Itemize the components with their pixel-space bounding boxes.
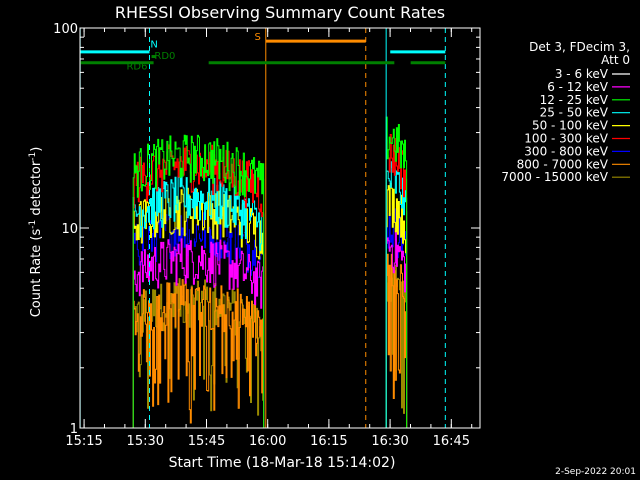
legend-label-7: 300 - 800 keV (524, 144, 608, 158)
y-tick-label-1: 1 (70, 422, 78, 437)
legend-header-line2: Att 0 (601, 53, 630, 67)
x-tick-label-4: 16:00 (249, 434, 286, 449)
data-layer (132, 116, 408, 428)
axes-layer: 15:15 15:30 15:45 16:00 16:15 16:30 16:45 1 10 10… (53, 22, 481, 449)
legend-label-4: 25 - 50 keV (540, 106, 609, 120)
legend-entry-2: 6 - 12 keV (547, 80, 630, 94)
legend-label-5: 50 - 100 keV (532, 119, 609, 133)
series-trace-3-segment-2 (385, 116, 408, 428)
legend-entry-5: 50 - 100 keV (532, 119, 630, 133)
legend-label-9: 7000 - 15000 keV (501, 170, 608, 184)
state-label-rd6: RD6 (126, 62, 147, 73)
state-label-s: S (254, 32, 260, 43)
state-label-rd0: RD0 (154, 51, 175, 62)
x-axis-label: Start Time (18-Mar-18 15:14:02) (169, 455, 396, 471)
legend-label-2: 6 - 12 keV (547, 80, 609, 94)
legend-entry-7: 300 - 800 keV (524, 144, 630, 158)
x-tick-label-6: 16:30 (371, 434, 408, 449)
series-trace-2-segment-1 (132, 238, 265, 428)
x-tick-label-2: 15:30 (127, 434, 164, 449)
legend-entry-3: 12 - 25 keV (540, 93, 630, 107)
series-trace-6-segment-2 (385, 134, 408, 428)
legend-entry-9: 7000 - 15000 keV (501, 170, 630, 184)
y-tick-label-2: 10 (61, 222, 78, 237)
series-trace-4-segment-2 (385, 161, 408, 428)
series-trace-8-segment-1 (132, 279, 265, 428)
legend-entry-4: 25 - 50 keV (540, 106, 630, 120)
legend-entry-6: 100 - 300 keV (524, 132, 630, 146)
series-trace-3-segment-1 (132, 134, 265, 428)
x-tick-label-1: 15:15 (65, 434, 102, 449)
legend-entry-8: 800 - 7000 keV (517, 157, 630, 171)
x-tick-label-7: 16:45 (433, 434, 470, 449)
x-tick-label-3: 15:45 (188, 434, 225, 449)
series-trace-4-segment-1 (132, 175, 265, 428)
y-tick-label-3: 100 (53, 22, 78, 37)
legend-label-3: 12 - 25 keV (540, 93, 609, 107)
legend-label-1: 3 - 6 keV (555, 67, 609, 81)
series-trace-6-segment-1 (132, 144, 265, 428)
legend-label-6: 100 - 300 keV (524, 132, 608, 146)
series-trace-8-segment-2 (385, 253, 408, 428)
y-axis-label: Count Rate (s-1 detector-1) (28, 147, 44, 318)
legend-header-line1: Det 3, FDecim 3, (529, 40, 630, 54)
series-trace-2-segment-2 (385, 227, 408, 428)
series-trace-5-segment-2 (385, 182, 408, 428)
timestamp: 2-Sep-2022 20:01 (555, 467, 636, 477)
state-label-n: N (150, 39, 157, 50)
legend-entry-1: 3 - 6 keV (555, 67, 630, 81)
legend-label-8: 800 - 7000 keV (517, 157, 609, 171)
x-tick-label-5: 16:15 (310, 434, 347, 449)
chart-title: RHESSI Observing Summary Count Rates (115, 3, 445, 22)
